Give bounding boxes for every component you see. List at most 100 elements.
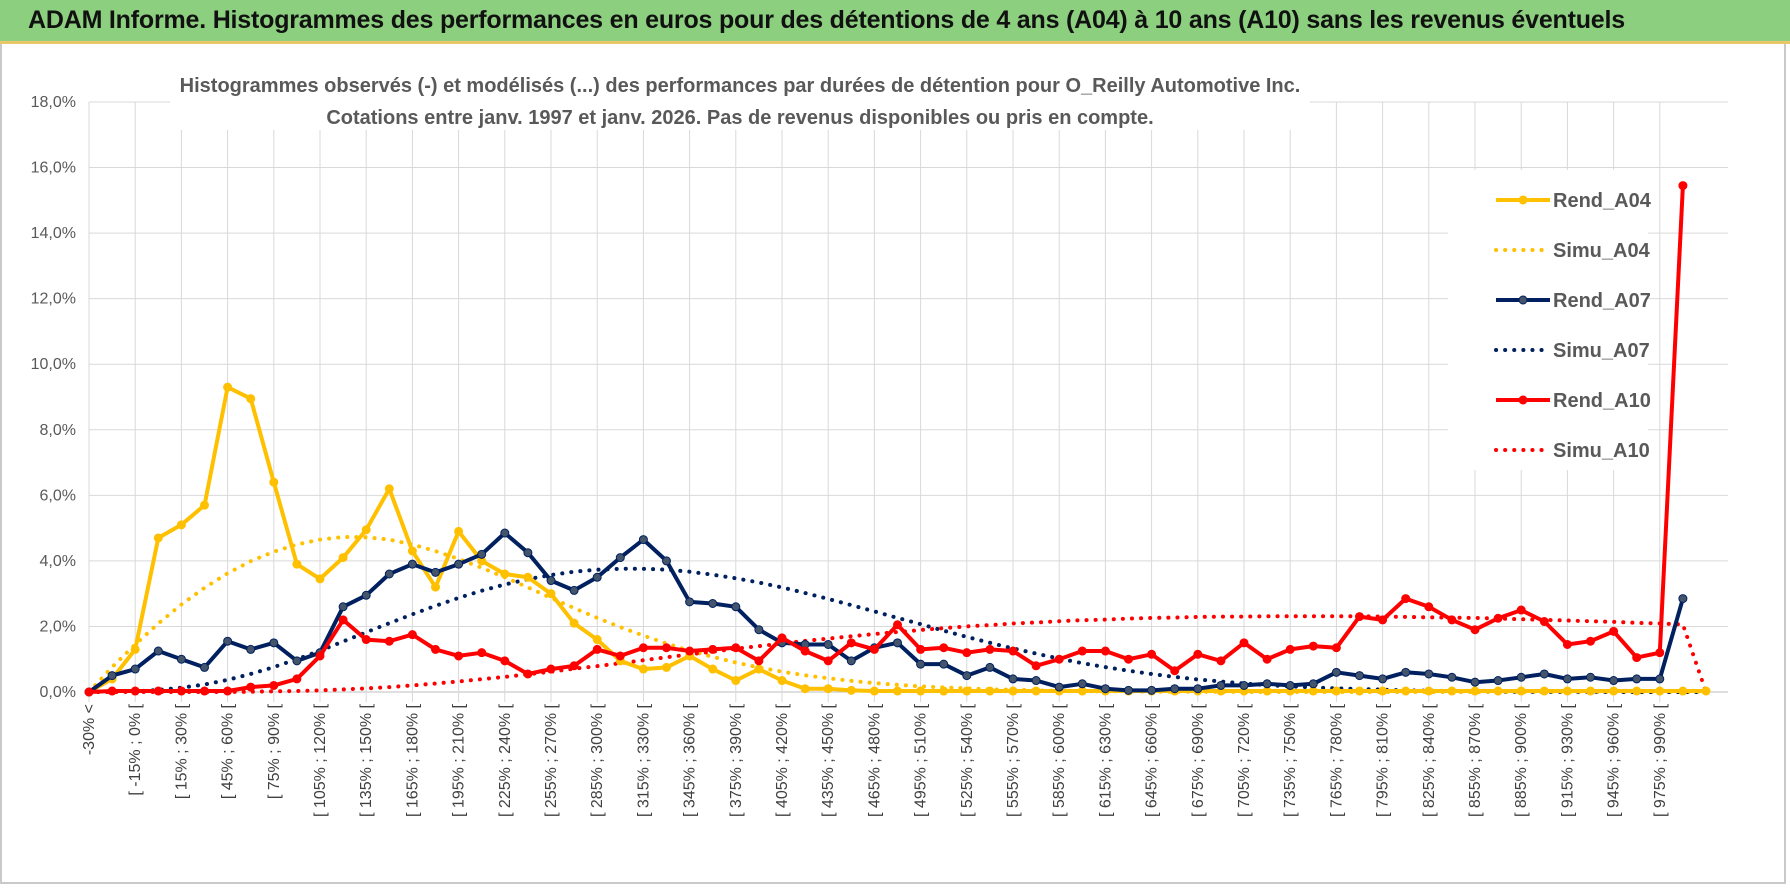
data-point <box>615 553 625 563</box>
x-tick-label: [ 615% ; 630% [ <box>1097 703 1114 817</box>
data-point <box>800 684 810 694</box>
data-point <box>384 569 394 579</box>
data-point <box>84 687 94 697</box>
data-point <box>523 548 533 558</box>
data-point <box>1378 615 1388 625</box>
report-title: ADAM Informe. Histogrammes des performan… <box>28 6 1625 34</box>
data-point <box>269 638 279 648</box>
x-tick-label: [ 465% ; 480% [ <box>866 703 883 817</box>
data-point <box>200 686 209 696</box>
data-point <box>708 644 718 654</box>
data-point <box>153 646 163 656</box>
data-point <box>1031 676 1041 686</box>
data-point <box>1331 667 1341 677</box>
data-point <box>754 664 764 674</box>
x-tick-label: [ 405% ; 420% [ <box>774 703 791 817</box>
data-point <box>754 656 764 666</box>
x-tick-label: [ -15% ; 0% [ <box>127 703 144 795</box>
data-point <box>431 644 440 654</box>
data-point <box>130 664 140 674</box>
data-point <box>361 635 371 645</box>
data-point <box>1493 676 1503 686</box>
legend-item-simu-a07: Simu_A07 <box>1494 340 1650 362</box>
data-point <box>246 682 256 692</box>
data-point <box>500 528 510 538</box>
data-point <box>315 651 325 661</box>
data-point <box>153 533 163 543</box>
data-point <box>1378 674 1388 684</box>
x-tick-label: [ 555% ; 570% [ <box>1005 703 1022 817</box>
data-point <box>1124 685 1133 695</box>
data-point <box>800 646 810 656</box>
data-point <box>1077 646 1087 656</box>
data-point <box>1401 594 1411 604</box>
data-point <box>1031 686 1041 696</box>
legend-marker <box>1518 395 1528 405</box>
data-point <box>361 590 371 600</box>
data-point <box>662 643 671 653</box>
data-point <box>662 556 671 566</box>
legend-item-rend-a10: Rend_A10 <box>1496 390 1651 412</box>
data-point <box>985 686 995 696</box>
x-tick-label: [ 855% ; 870% [ <box>1467 703 1484 817</box>
data-point <box>569 618 579 628</box>
data-point <box>546 576 556 586</box>
data-point <box>384 636 394 646</box>
data-point <box>130 686 140 696</box>
data-point <box>1170 666 1180 676</box>
data-point <box>1447 672 1457 682</box>
data-point <box>269 680 279 690</box>
data-point <box>1355 671 1364 681</box>
data-point <box>176 520 186 530</box>
data-point <box>638 664 648 674</box>
data-point <box>893 620 902 630</box>
data-point <box>1054 682 1064 692</box>
data-point <box>454 526 464 536</box>
data-point <box>685 597 695 607</box>
data-point <box>269 477 279 487</box>
x-tick-label: [ 915% ; 930% [ <box>1559 703 1576 817</box>
data-point <box>200 662 209 672</box>
data-point <box>454 559 464 569</box>
legend-label: Simu_A04 <box>1553 240 1651 262</box>
data-point <box>523 669 533 679</box>
data-point <box>1516 672 1526 682</box>
legend-item-simu-a10: Simu_A10 <box>1494 440 1650 462</box>
x-tick-label: [ 735% ; 750% [ <box>1282 703 1299 817</box>
data-point <box>777 633 787 643</box>
data-point <box>1331 686 1341 696</box>
x-tick-label: [ 255% ; 270% [ <box>543 703 560 817</box>
x-tick-label: [ 525% ; 540% [ <box>959 703 976 817</box>
data-point <box>1586 686 1595 696</box>
data-point <box>1216 680 1226 690</box>
data-point <box>1562 686 1572 696</box>
legend-label: Rend_A10 <box>1553 390 1651 412</box>
x-tick-label: [ 795% ; 810% [ <box>1375 703 1392 817</box>
data-point <box>939 643 949 653</box>
x-tick-label: [ 165% ; 180% [ <box>404 703 421 817</box>
legend-label: Simu_A07 <box>1553 340 1650 362</box>
data-point <box>869 686 879 696</box>
data-point <box>1193 649 1203 659</box>
data-point <box>431 582 440 592</box>
data-point <box>962 671 972 681</box>
data-point <box>1609 686 1619 696</box>
legend: Rend_A04 Simu_A04 Rend_A07 Simu_A07 Rend_A10… <box>1494 190 1652 462</box>
data-point <box>1447 686 1457 696</box>
data-point <box>846 656 856 666</box>
data-point <box>546 589 556 599</box>
data-point <box>1678 181 1688 191</box>
data-point <box>246 644 256 654</box>
y-tick-label: 16,0% <box>31 160 76 177</box>
x-axis-ticks: -30% < [ -15% ; 0% [[ 15% ; 30% [[ 45% ; … <box>81 703 1669 817</box>
legend-item-rend-a04: Rend_A04 <box>1496 190 1652 212</box>
data-point <box>1539 617 1549 627</box>
series-line <box>87 531 1685 694</box>
data-point <box>893 638 902 648</box>
data-point <box>223 382 233 392</box>
x-tick-label: [ 75% ; 90% [ <box>266 703 283 799</box>
data-point <box>1424 686 1434 696</box>
data-point <box>338 553 348 563</box>
data-point <box>1308 641 1318 651</box>
data-point <box>916 659 926 669</box>
